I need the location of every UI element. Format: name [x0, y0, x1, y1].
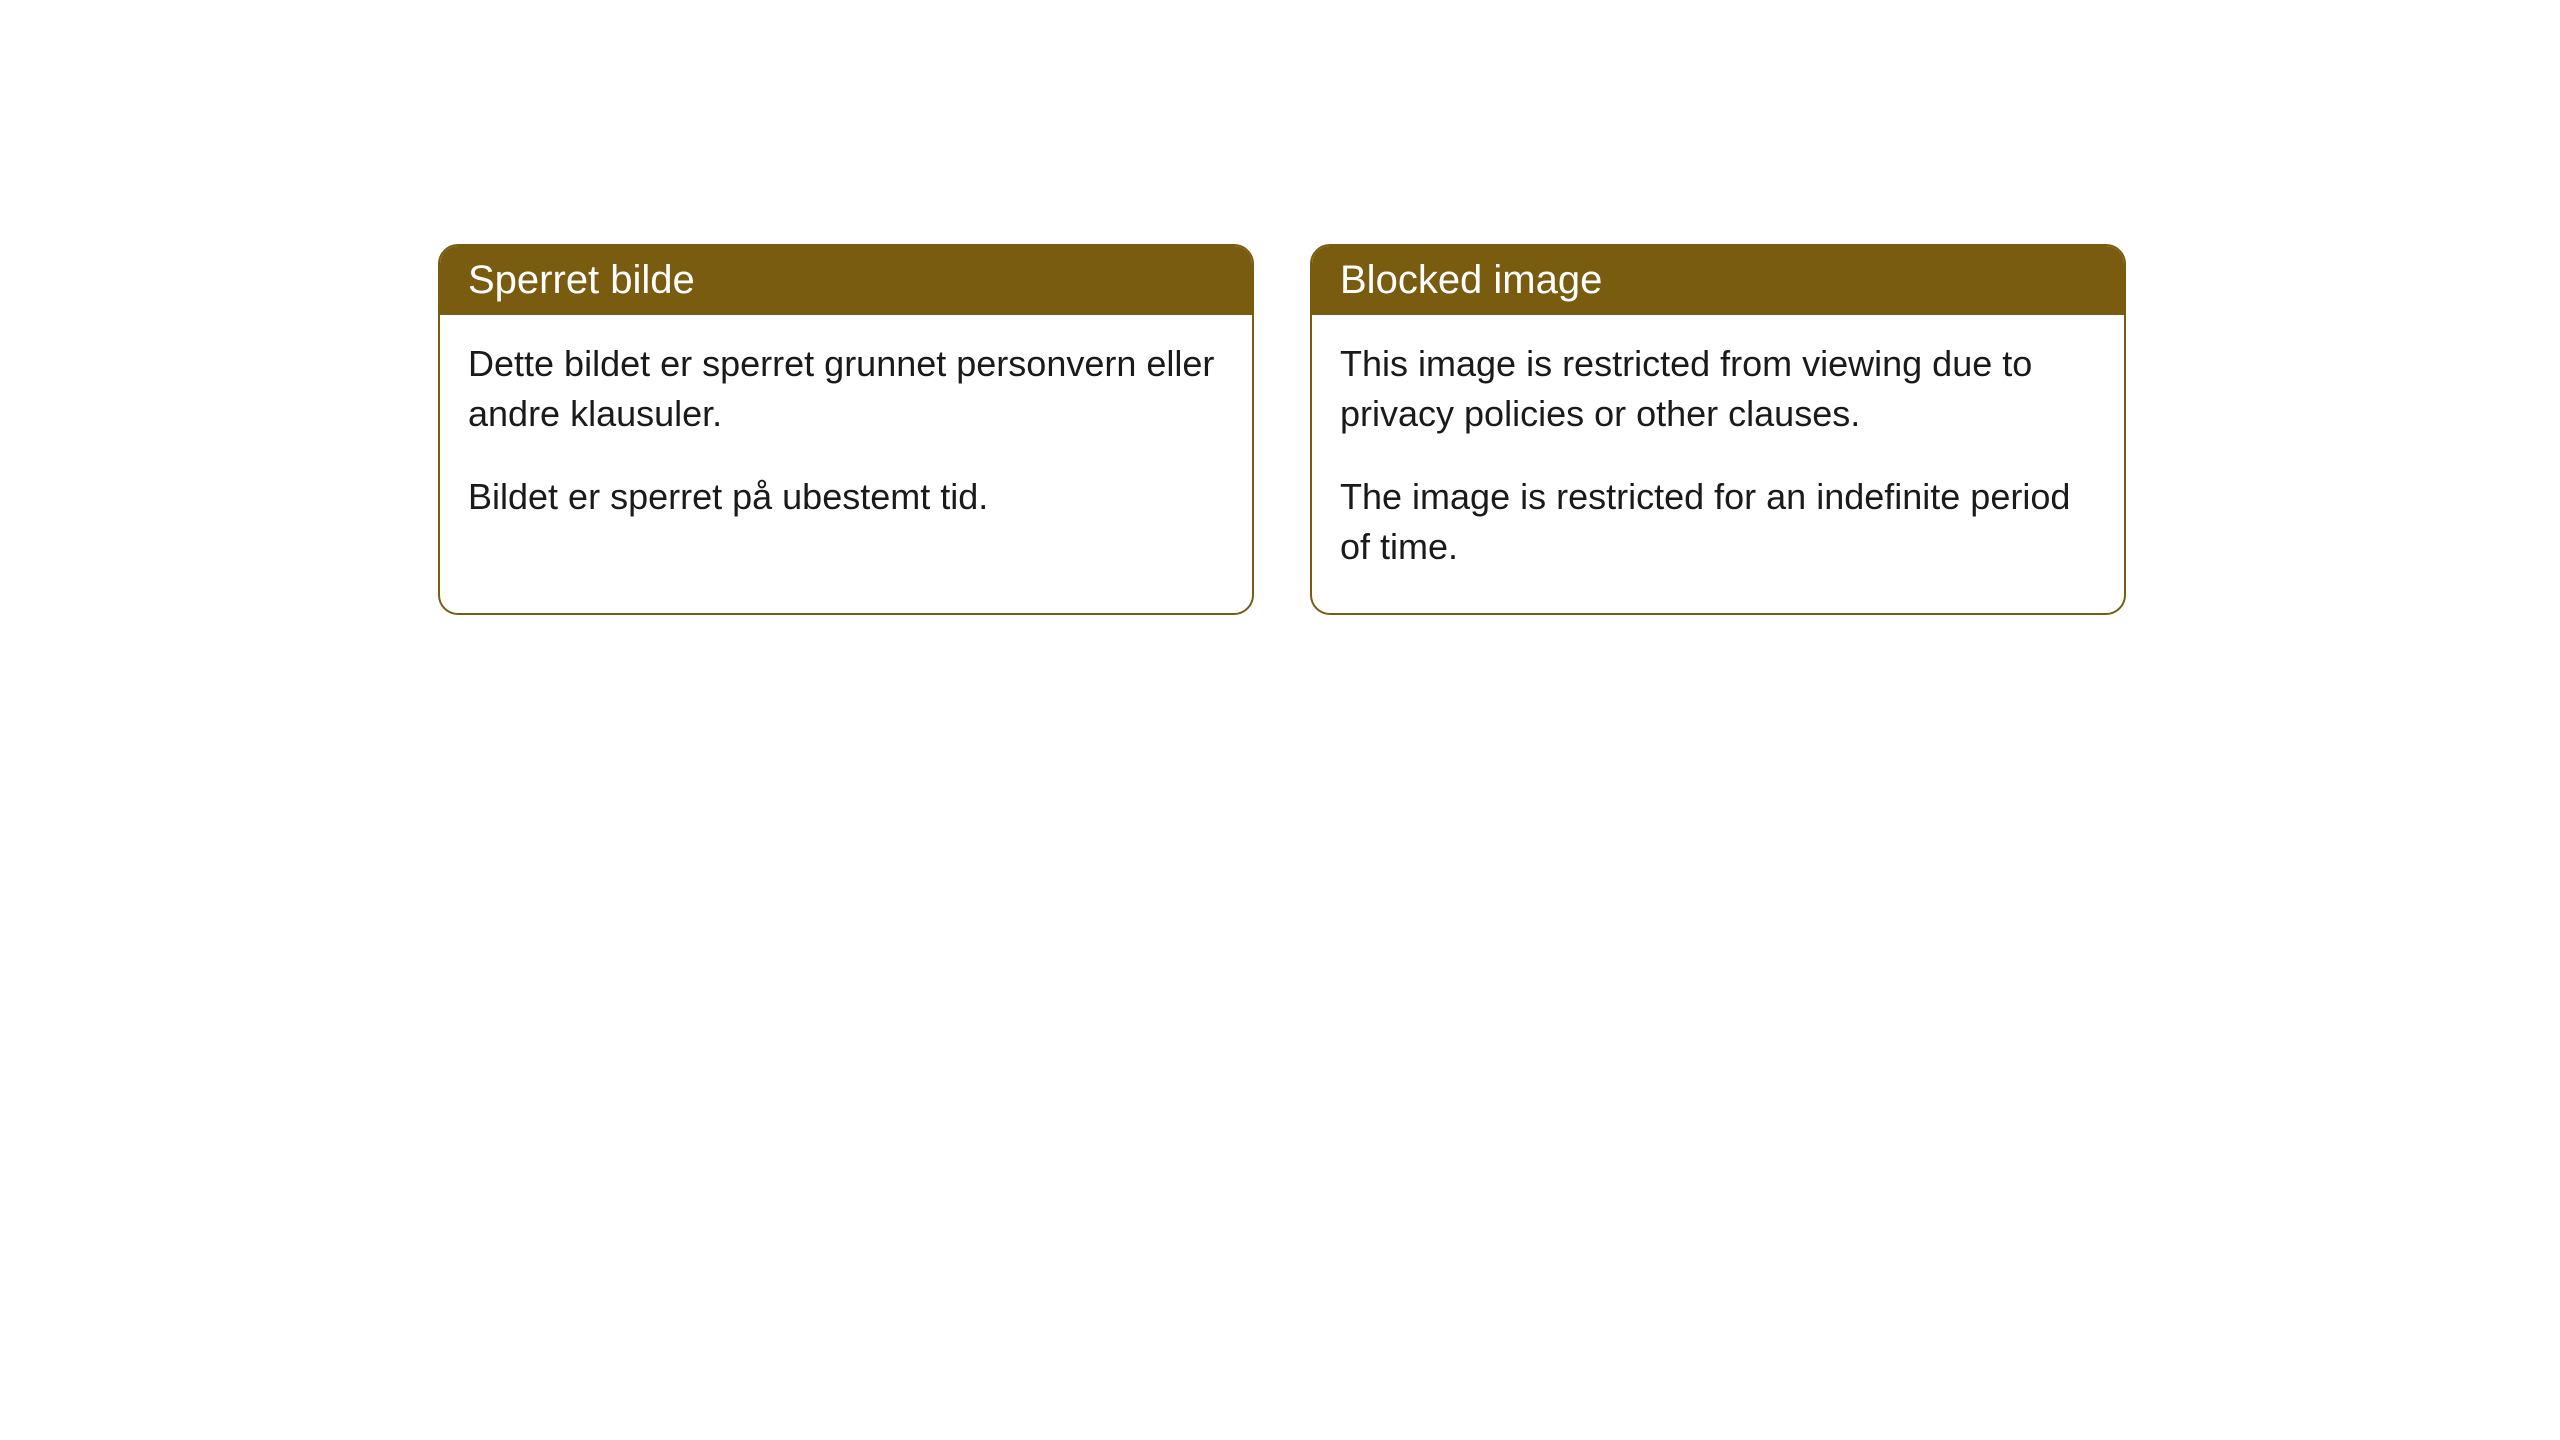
card-paragraph-1: This image is restricted from viewing du…: [1340, 339, 2096, 440]
card-paragraph-1: Dette bildet er sperret grunnet personve…: [468, 339, 1224, 440]
card-body-norwegian: Dette bildet er sperret grunnet personve…: [440, 315, 1252, 562]
card-header-english: Blocked image: [1312, 246, 2124, 315]
blocked-image-card-english: Blocked image This image is restricted f…: [1310, 244, 2126, 615]
cards-container: Sperret bilde Dette bildet er sperret gr…: [0, 0, 2560, 615]
card-paragraph-2: Bildet er sperret på ubestemt tid.: [468, 472, 1224, 522]
card-header-norwegian: Sperret bilde: [440, 246, 1252, 315]
card-paragraph-2: The image is restricted for an indefinit…: [1340, 472, 2096, 573]
card-body-english: This image is restricted from viewing du…: [1312, 315, 2124, 613]
blocked-image-card-norwegian: Sperret bilde Dette bildet er sperret gr…: [438, 244, 1254, 615]
